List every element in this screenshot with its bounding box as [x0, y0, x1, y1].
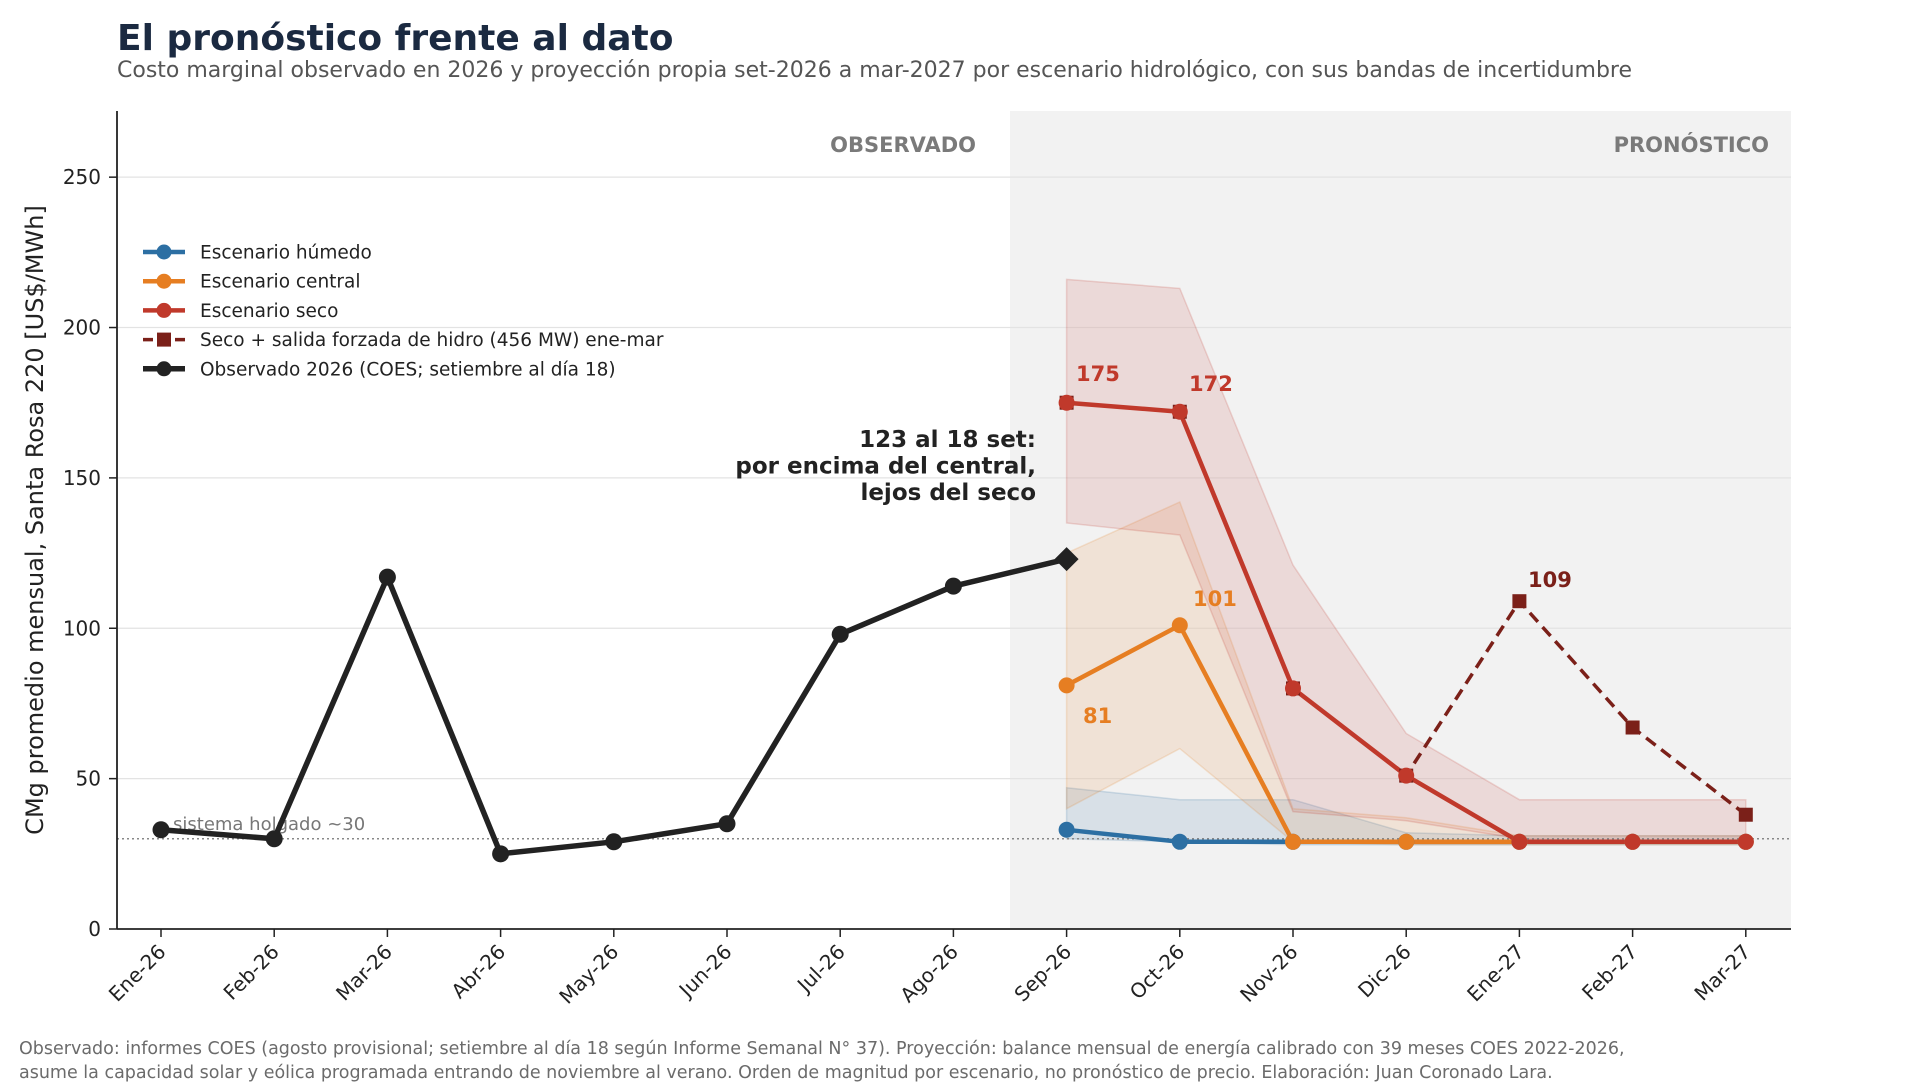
- legend-label: Escenario seco: [200, 301, 338, 322]
- data-point: [1285, 833, 1301, 850]
- y-tick-label: 50: [76, 767, 101, 791]
- data-point: [1285, 680, 1301, 697]
- data-label: 175: [1076, 362, 1120, 386]
- x-tick-label: Feb-27: [1577, 940, 1642, 1005]
- x-tick-label: Dic-26: [1353, 940, 1416, 1003]
- data-point: [1624, 833, 1641, 850]
- chart-title: El pronóstico frente al dato: [117, 18, 674, 59]
- data-point: [1058, 821, 1075, 838]
- data-point: [378, 568, 396, 586]
- data-point: [152, 821, 170, 839]
- x-tick-label: Mar-26: [331, 940, 397, 1006]
- data-point: [1737, 833, 1754, 850]
- legend-label: Seco + salida forzada de hidro (456 MW) …: [200, 330, 664, 351]
- data-label: 101: [1193, 587, 1237, 611]
- data-point: [944, 577, 962, 595]
- annotation-text: lejos del seco: [860, 480, 1036, 506]
- x-tick-label: Ago-26: [895, 940, 963, 1008]
- x-tick-label: Sep-26: [1009, 940, 1076, 1007]
- data-point: [1058, 394, 1075, 411]
- data-label: 172: [1189, 372, 1233, 396]
- footer-line-2: asume la capacidad solar y eólica progra…: [19, 1063, 1553, 1083]
- region-label-observed: OBSERVADO: [830, 133, 976, 157]
- x-tick-label: Ene-26: [104, 940, 171, 1007]
- forecast-region: [1010, 111, 1791, 929]
- annotation-text: por encima del central,: [735, 454, 1036, 480]
- legend-swatch-marker: [156, 273, 172, 289]
- data-label: 81: [1083, 704, 1112, 728]
- y-tick-label: 100: [63, 616, 101, 640]
- data-point: [1512, 594, 1527, 609]
- data-point: [1398, 767, 1415, 784]
- y-tick-label: 150: [63, 466, 101, 490]
- x-tick-label: Ene-27: [1462, 940, 1529, 1007]
- data-point: [492, 845, 510, 863]
- chart-subtitle: Costo marginal observado en 2026 y proye…: [117, 58, 1633, 83]
- x-tick-label: Abr-26: [446, 940, 510, 1004]
- data-point: [1171, 403, 1188, 420]
- annotation-text: 123 al 18 set:: [859, 427, 1036, 453]
- y-axis-label: CMg promedio mensual, Santa Rosa 220 [US…: [21, 205, 49, 835]
- data-point: [1625, 720, 1640, 735]
- data-point: [1398, 833, 1415, 850]
- data-label: 109: [1528, 568, 1572, 592]
- legend-swatch-marker: [157, 332, 171, 347]
- legend-label: Observado 2026 (COES; setiembre al día 1…: [200, 359, 616, 380]
- data-point: [1738, 807, 1753, 822]
- x-tick-label: Oct-26: [1125, 940, 1190, 1005]
- x-tick-label: Feb-26: [219, 940, 284, 1005]
- legend-swatch-marker: [156, 361, 172, 377]
- chart-footer: Observado: informes COES (agosto provisi…: [19, 1037, 1625, 1085]
- data-point: [1058, 677, 1075, 694]
- data-point: [1054, 547, 1079, 572]
- data-point: [605, 833, 623, 851]
- x-tick-label: Mar-27: [1689, 940, 1755, 1006]
- region-label-forecast: PRONÓSTICO: [1614, 132, 1769, 157]
- legend-swatch-marker: [156, 244, 172, 260]
- data-point: [831, 625, 849, 643]
- data-point: [1511, 833, 1528, 850]
- y-tick-label: 200: [63, 316, 101, 340]
- data-point: [1171, 833, 1188, 850]
- y-tick-label: 0: [88, 917, 101, 941]
- legend-label: Escenario central: [200, 272, 361, 293]
- data-point: [265, 830, 283, 848]
- x-tick-label: Jul-26: [791, 940, 850, 999]
- data-point: [1171, 617, 1188, 634]
- series-line: [158, 556, 1070, 857]
- y-tick-label: 250: [63, 165, 101, 189]
- x-tick-label: Jun-26: [673, 940, 737, 1004]
- legend-swatch-marker: [156, 302, 172, 318]
- data-point: [718, 815, 736, 833]
- reference-line-label: sistema holgado ~30: [173, 814, 365, 835]
- x-tick-label: Nov-26: [1235, 940, 1302, 1007]
- legend-label: Escenario húmedo: [200, 243, 372, 264]
- x-tick-label: May-26: [554, 940, 623, 1009]
- footer-line-1: Observado: informes COES (agosto provisi…: [19, 1039, 1625, 1059]
